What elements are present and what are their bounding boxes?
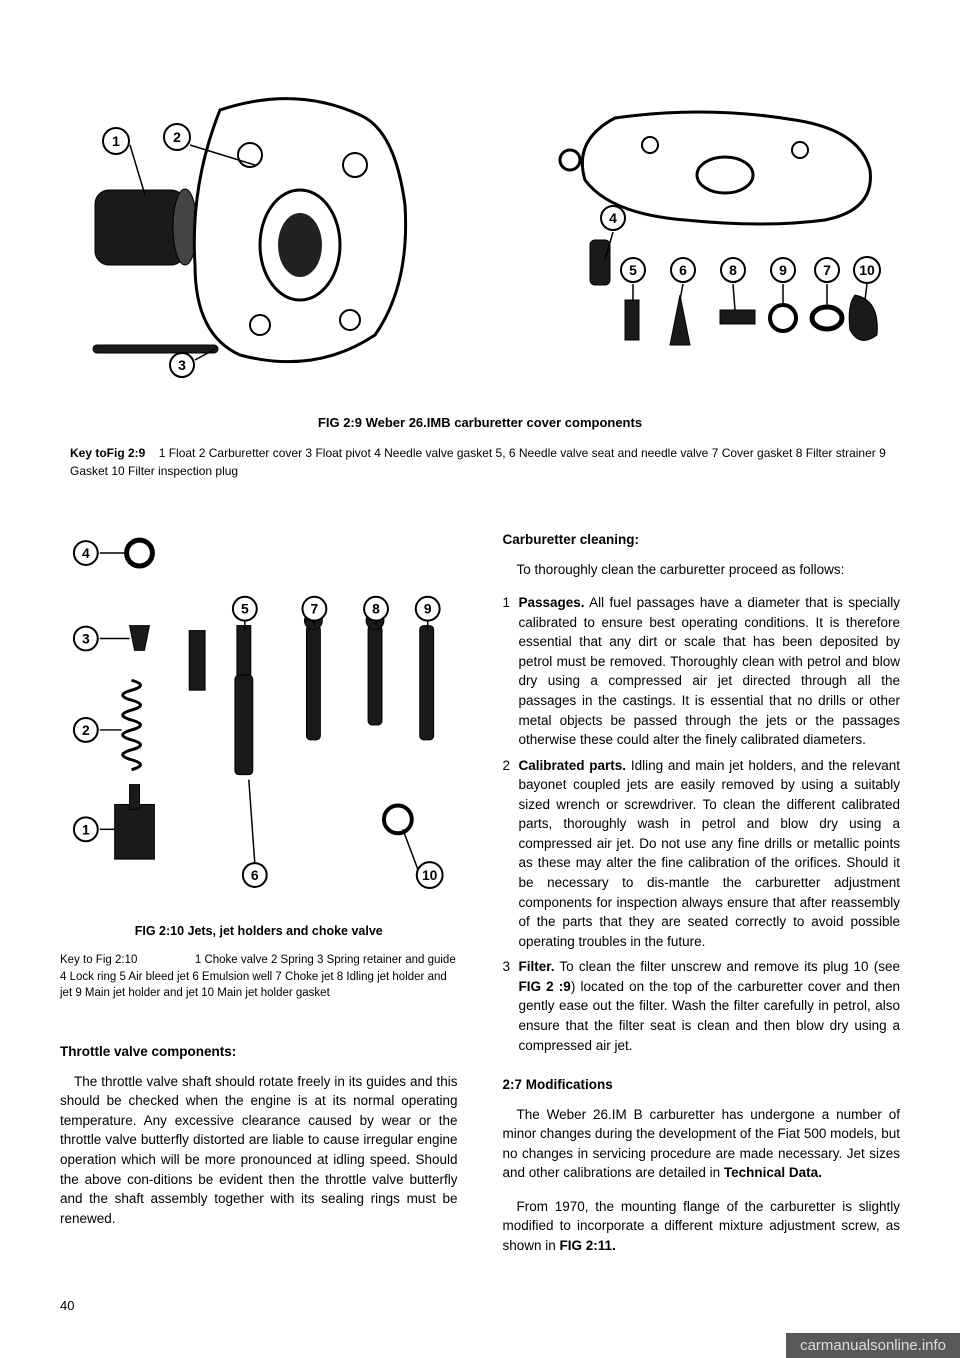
cleaning-head: Carburetter cleaning: [503, 530, 901, 550]
svg-text:2: 2 [82, 722, 90, 738]
watermark: carmanualsonline.info [786, 1333, 960, 1358]
key-label: Key toFig 2:9 [70, 446, 145, 460]
list-item-3: 3 Filter. To clean the filter unscrew an… [503, 957, 901, 1055]
svg-text:8: 8 [729, 262, 737, 278]
svg-text:4: 4 [82, 545, 90, 561]
svg-text:4: 4 [609, 210, 617, 226]
svg-text:1: 1 [112, 133, 120, 149]
figure-2-9: 1 2 3 [60, 60, 900, 400]
throttle-head: Throttle valve components: [60, 1042, 458, 1062]
svg-text:6: 6 [679, 262, 687, 278]
fig-2-10-key: Key to Fig 2:10 1 Choke valve 2 Spring 3… [60, 952, 458, 1002]
page-number: 40 [60, 1298, 74, 1313]
cleaning-intro: To thoroughly clean the carburetter proc… [503, 560, 901, 580]
fig-2-9-caption: FIG 2:9 Weber 26.IMB carburetter cover c… [60, 415, 900, 430]
svg-text:2: 2 [173, 129, 181, 145]
svg-text:1: 1 [82, 821, 90, 837]
callout-1: 1 [103, 128, 129, 154]
right-column: Carburetter cleaning: To thoroughly clea… [503, 530, 901, 1270]
svg-text:10: 10 [422, 867, 438, 883]
list-item-2: 2 Calibrated parts. Idling and main jet … [503, 756, 901, 952]
fig-2-10-caption: FIG 2:10 Jets, jet holders and choke val… [60, 922, 458, 940]
mods-para-1: The Weber 26.IM B carburetter has underg… [503, 1105, 901, 1183]
callout-2: 2 [164, 124, 190, 150]
two-column-layout: 4 3 2 1 5 7 8 9 6 10 FIG 2:10 Jets, jet … [60, 530, 900, 1270]
svg-text:10: 10 [859, 262, 875, 278]
svg-text:8: 8 [372, 601, 380, 617]
list-item-1: 1 Passages. All fuel passages have a dia… [503, 593, 901, 750]
svg-text:3: 3 [178, 357, 186, 373]
svg-text:9: 9 [779, 262, 787, 278]
throttle-para: The throttle valve shaft should rotate f… [60, 1072, 458, 1229]
mods-para-2: From 1970, the mounting flange of the ca… [503, 1197, 901, 1256]
mods-head: 2:7 Modifications [503, 1075, 901, 1095]
svg-text:9: 9 [424, 601, 432, 617]
left-column: 4 3 2 1 5 7 8 9 6 10 FIG 2:10 Jets, jet … [60, 530, 458, 1270]
svg-text:5: 5 [629, 262, 637, 278]
svg-text:7: 7 [311, 601, 319, 617]
svg-text:3: 3 [82, 631, 90, 647]
svg-text:6: 6 [251, 867, 259, 883]
svg-text:5: 5 [241, 601, 249, 617]
fig-2-9-key: Key toFig 2:9 1 Float 2 Carburetter cove… [60, 444, 900, 480]
figure-2-10: 4 3 2 1 5 7 8 9 6 10 [60, 530, 458, 910]
fig-2-9-left: 1 2 3 [75, 75, 435, 385]
key-items: 1 Float 2 Carburetter cover 3 Float pivo… [70, 446, 886, 478]
fig-2-9-right: 4 5 6 8 9 7 10 [465, 100, 885, 360]
callout-3: 3 [170, 353, 194, 377]
svg-text:7: 7 [823, 262, 831, 278]
